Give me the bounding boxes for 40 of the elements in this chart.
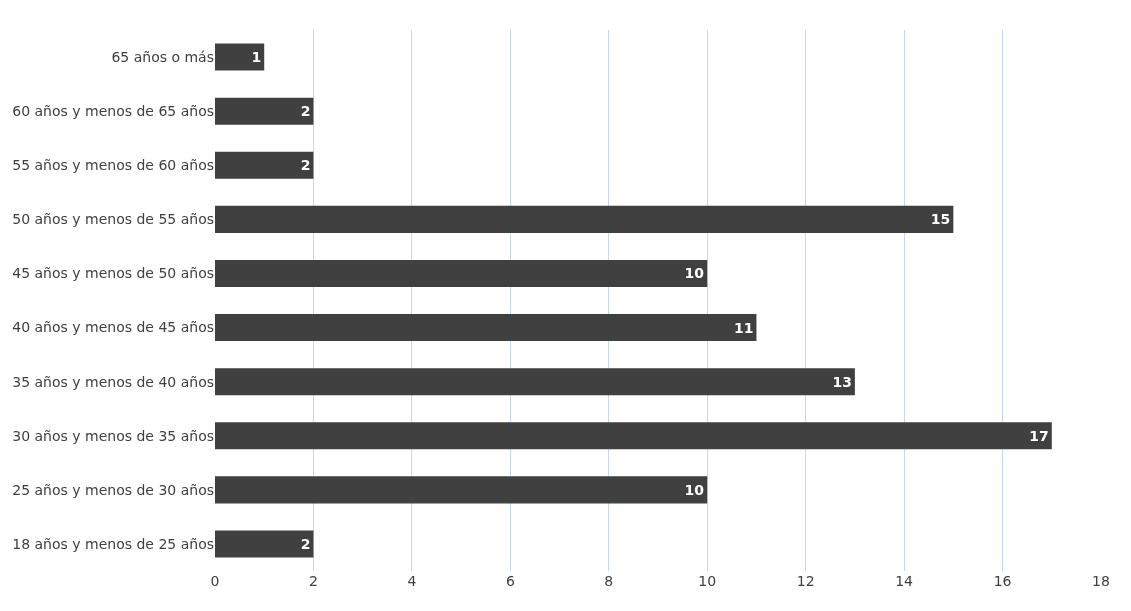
bar [215, 476, 708, 504]
x-tick-label: 10 [698, 573, 717, 589]
data-label: 11 [733, 319, 754, 336]
y-tick-label: 30 años y menos de 35 años [12, 427, 214, 444]
x-tick-label: 16 [993, 573, 1012, 589]
data-label: 2 [300, 103, 311, 120]
x-tick-label: 14 [895, 573, 914, 589]
data-label: 2 [300, 535, 311, 552]
y-tick-label: 60 años y menos de 65 años [12, 103, 214, 120]
y-tick-label: 35 años y menos de 40 años [12, 373, 214, 390]
y-tick-label: 25 años y menos de 30 años [12, 481, 214, 498]
y-tick-label: 65 años o más [111, 48, 214, 65]
bar [215, 205, 954, 233]
data-label: 17 [1029, 427, 1049, 444]
x-tick-label: 6 [505, 573, 515, 589]
y-tick-label: 18 años y menos de 25 años [12, 535, 214, 552]
bar [215, 43, 265, 71]
data-label: 13 [832, 373, 852, 390]
x-tick-label: 2 [308, 573, 318, 589]
bar [215, 151, 314, 179]
data-label: 2 [300, 157, 311, 174]
data-label: 10 [684, 481, 705, 498]
x-tick-label: 12 [796, 573, 815, 589]
y-tick-label: 40 años y menos de 45 años [12, 319, 214, 336]
bar [215, 259, 708, 287]
x-tick-label: 4 [407, 573, 417, 589]
bar [215, 422, 1052, 450]
data-label: 15 [930, 211, 951, 228]
data-label: 1 [251, 49, 262, 66]
y-tick-label: 45 años y menos de 50 años [12, 265, 214, 282]
bar [215, 368, 855, 396]
x-tick-label: 0 [210, 573, 220, 589]
data-label: 10 [684, 265, 705, 282]
bar [215, 314, 757, 342]
y-tick-label: 55 años y menos de 60 años [12, 157, 214, 174]
bar [215, 97, 314, 125]
x-tick-label: 18 [1092, 573, 1110, 589]
bar [215, 530, 314, 558]
x-tick-label: 8 [604, 573, 614, 589]
y-tick-label: 50 años y menos de 55 años [12, 211, 214, 228]
